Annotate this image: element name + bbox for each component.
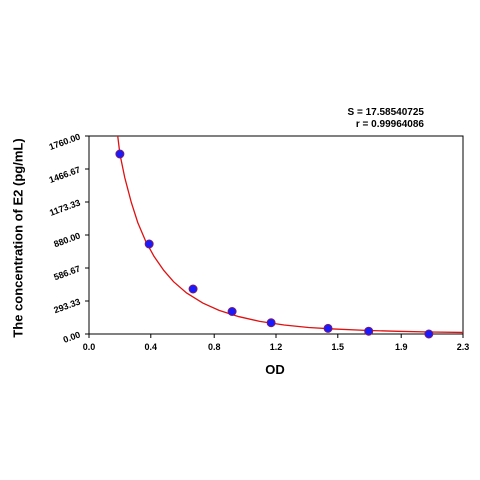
y-tick-label: 880.00: [52, 230, 81, 249]
plot-frame: [88, 135, 464, 335]
x-axis: 0.0 0.4 0.8 1.2 1.5 1.9 2.3: [83, 334, 470, 352]
x-axis-title: OD: [265, 362, 285, 377]
data-point: [227, 307, 237, 316]
data-point: [323, 323, 333, 333]
fit-curve-layer: [117, 136, 463, 334]
y-axis: 0.00 293.33 586.67 880.00 1173.33 1466.67 1760…: [48, 131, 89, 345]
y-tick-label: 1760.00: [48, 131, 82, 152]
x-tick-label: 0.8: [208, 342, 221, 352]
y-tick-label: 1173.33: [48, 197, 82, 217]
data-points-layer: [115, 149, 434, 339]
x-tick-label: 0.4: [145, 342, 158, 352]
data-point: [266, 318, 276, 328]
x-tick-label: 2.3: [457, 342, 470, 352]
y-tick-label: 0.00: [62, 329, 82, 344]
x-tick-label: 1.2: [270, 342, 283, 352]
y-tick-label: 1466.67: [48, 164, 82, 185]
data-point: [364, 326, 374, 336]
fit-curve: [117, 136, 463, 334]
y-tick-label: 586.67: [52, 263, 81, 282]
data-point: [115, 149, 125, 159]
x-tick-label: 1.9: [395, 342, 408, 352]
x-tick-label: 1.5: [332, 342, 345, 352]
y-axis-title: The concentration of E2 (pg/mL): [10, 138, 26, 338]
data-point: [188, 284, 198, 294]
x-tick-label: 0.0: [83, 342, 96, 352]
data-point: [144, 239, 154, 249]
stat-r-value: r = 0.99964086: [355, 119, 424, 130]
data-point: [424, 329, 434, 339]
y-tick-label: 293.33: [52, 296, 81, 315]
stat-s-value: S = 17.58540725: [347, 107, 424, 118]
